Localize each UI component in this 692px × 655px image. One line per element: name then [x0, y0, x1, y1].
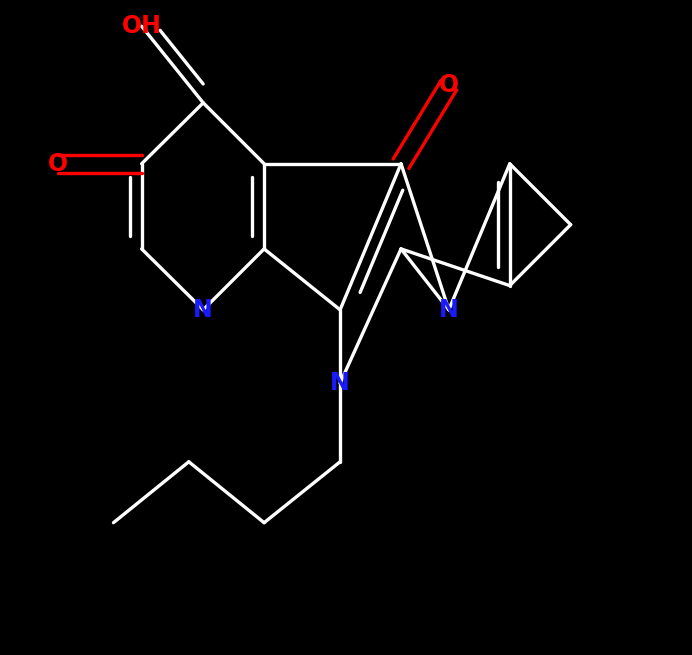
Text: OH: OH [122, 14, 161, 38]
Text: O: O [439, 73, 459, 97]
Text: N: N [439, 298, 459, 322]
Text: N: N [193, 298, 213, 322]
Text: O: O [48, 152, 68, 176]
Text: N: N [330, 371, 350, 395]
